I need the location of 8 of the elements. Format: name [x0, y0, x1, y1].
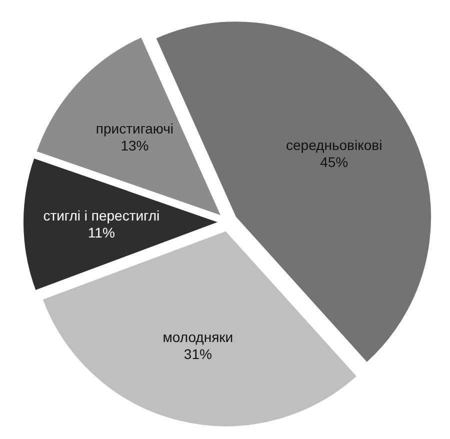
slice-label: стиглі і перестиглі [43, 208, 160, 224]
slice-label: середньовікові [286, 137, 382, 154]
data-label: 13% [120, 137, 149, 154]
data-label: 11% [88, 224, 115, 240]
slice-label: пристигаючі [96, 120, 174, 137]
data-label: 31% [184, 346, 212, 362]
data-label: 45% [320, 154, 348, 170]
slice-label: молодняки [162, 329, 234, 346]
